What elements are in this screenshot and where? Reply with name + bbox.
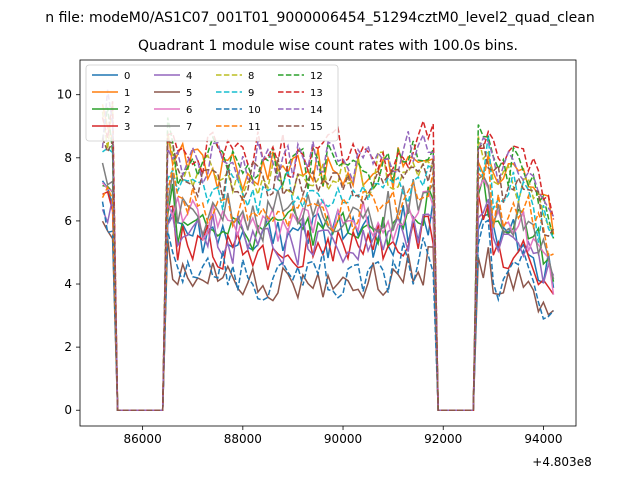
series-line-15 — [101, 137, 555, 411]
series-line-4 — [101, 197, 555, 411]
x-tick-label: 90000 — [324, 432, 362, 446]
series-line-5 — [101, 220, 554, 411]
legend-label-10: 10 — [248, 105, 261, 116]
legend-label-12: 12 — [310, 71, 323, 82]
series-line-14 — [101, 89, 555, 411]
y-tick-label: 8 — [64, 151, 72, 165]
legend-label-8: 8 — [248, 71, 254, 82]
x-tick-label: 86000 — [124, 432, 162, 446]
legend-label-5: 5 — [186, 88, 192, 99]
x-offset-label: +4.803e8 — [532, 455, 591, 469]
chart-title: Quadrant 1 module wise count rates with … — [138, 38, 518, 54]
legend-label-9: 9 — [248, 88, 254, 99]
y-tick-label: 6 — [64, 214, 72, 228]
x-tick-label: 92000 — [424, 432, 462, 446]
legend-label-13: 13 — [310, 88, 323, 99]
x-tick-label: 88000 — [224, 432, 262, 446]
y-tick-label: 10 — [57, 88, 72, 102]
figure-suptitle: n file: modeM0/AS1C07_001T01_9000006454_… — [45, 10, 594, 26]
axes-frame — [79, 59, 577, 427]
legend-label-7: 7 — [186, 122, 192, 133]
x-tick-label: 94000 — [524, 432, 562, 446]
legend-label-1: 1 — [124, 88, 130, 99]
series-line-12 — [101, 107, 555, 411]
y-tick-label: 0 — [64, 403, 72, 417]
legend-box — [85, 64, 339, 142]
legend-label-15: 15 — [310, 122, 323, 133]
legend-label-6: 6 — [186, 105, 192, 116]
legend-label-14: 14 — [310, 105, 323, 116]
y-tick-label: 4 — [64, 277, 72, 291]
series-line-8 — [101, 102, 555, 411]
legend-label-11: 11 — [248, 122, 261, 133]
legend-label-2: 2 — [124, 105, 130, 116]
series-line-10 — [101, 201, 555, 411]
series-lines — [101, 89, 555, 411]
legend-label-3: 3 — [124, 122, 130, 133]
legend-label-4: 4 — [186, 71, 192, 82]
y-tick-label: 2 — [64, 340, 72, 354]
series-line-9 — [102, 134, 555, 411]
legend-label-0: 0 — [124, 71, 130, 82]
